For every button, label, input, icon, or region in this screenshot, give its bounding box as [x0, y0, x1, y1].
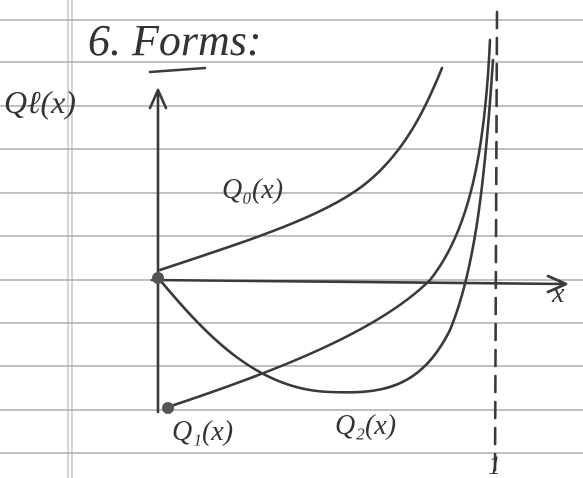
sketch [150, 12, 566, 470]
x-axis [152, 276, 566, 292]
q1-start-dot [162, 402, 174, 414]
y-axis-label: Qℓ(x) [4, 84, 76, 120]
curve-q1 [168, 40, 490, 407]
x-axis-label: x [551, 278, 565, 309]
curve-label: Q₁(x) [172, 416, 233, 447]
curve-q2 [160, 60, 493, 392]
origin-dot [152, 272, 164, 284]
notebook-sketch: 6. Forms: Qℓ(x) x 1 Q₀(x) Q₁(x) Q₂(x) [0, 0, 583, 478]
curve-q0 [160, 68, 442, 270]
title-underline [150, 68, 205, 72]
y-axis [150, 90, 166, 412]
title: 6. Forms: [88, 16, 262, 65]
curve-label: Q₀(x) [222, 174, 283, 205]
curve-label: Q₂(x) [335, 410, 396, 441]
asymptote [495, 12, 497, 470]
asymptote-label: 1 [488, 451, 501, 478]
